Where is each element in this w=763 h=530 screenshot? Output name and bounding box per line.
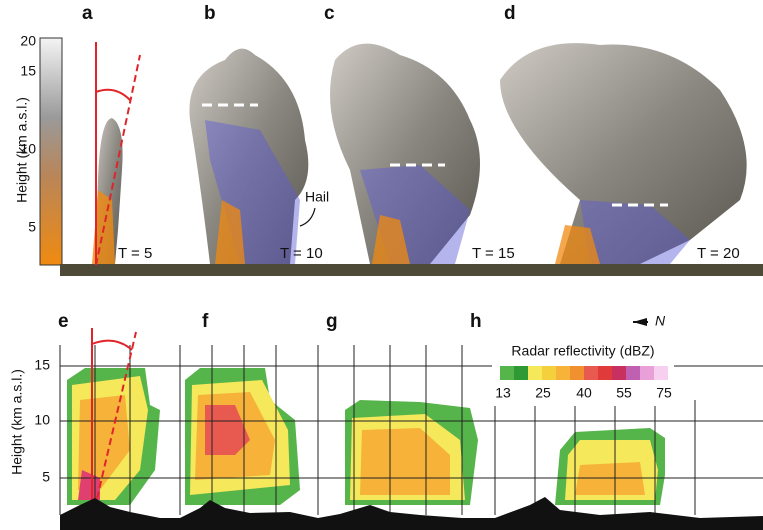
tilt [91,331,137,521]
storm [500,43,747,264]
storm [189,48,309,264]
tick: 15 [34,357,50,373]
legend-tick: 55 [616,385,632,401]
panel-label: a [82,3,93,24]
tick: 10 [20,141,36,157]
panel-label: f [202,311,209,332]
legend-title: Radar reflectivity (dBZ) [511,343,654,359]
terrain [60,497,763,530]
legend-tick: 25 [535,385,551,401]
panel-label: e [58,311,69,332]
north: N [655,313,666,329]
panel-label: h [470,311,482,332]
tick: 5 [42,469,50,485]
legend-tick: 40 [576,385,592,401]
angle [95,88,131,101]
hail [580,200,690,264]
ground [60,264,763,276]
core [215,200,245,264]
legend-tick: 13 [495,385,511,401]
panel-label: c [324,3,335,24]
y-label: Height (km a.s.l.) [9,369,25,475]
echoes [67,368,665,505]
panel-label: g [326,311,338,332]
time: T = 20 [697,245,740,262]
core [555,225,600,264]
storm [330,43,480,264]
tilt [95,54,141,266]
colorbar [39,37,63,266]
time: T = 10 [280,245,323,262]
bottom-row: e f g h N Height (km a.s.l.) 15 10 5 Rad… [9,311,763,530]
legend-bar [500,366,668,380]
tick: 5 [28,219,36,235]
arrow [299,207,316,227]
y-label: Height (km a.s.l.) [14,97,30,203]
panel-label: b [204,3,216,24]
tick: 15 [20,63,36,79]
panel-label: d [504,3,516,24]
annotation: Hail [305,189,329,205]
tick: 20 [20,33,36,49]
legend-tick: 75 [656,385,672,401]
tick: 10 [34,412,50,428]
angle [91,339,133,351]
top-row: Height (km a.s.l.) 20 15 10 5 a T = 5 b … [14,3,763,276]
time: T = 15 [472,245,515,262]
hail [205,120,300,264]
time: T = 5 [118,245,152,262]
core [372,215,410,264]
